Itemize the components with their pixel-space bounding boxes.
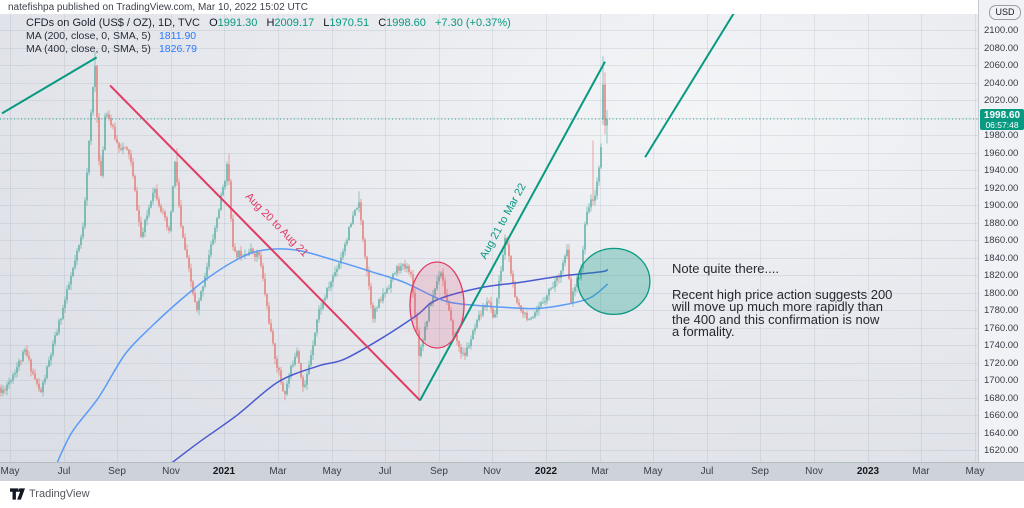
price-tick: 1620.00: [984, 445, 1019, 456]
ma400-value: 1826.79: [158, 43, 197, 55]
note-annotation[interactable]: Note quite there.... Recent high price a…: [672, 261, 893, 340]
symbol-legend: CFDs on Gold (US$ / OZ), 1D, TVC O1991.3…: [26, 17, 511, 56]
high-label: H: [266, 17, 275, 29]
price-tick: 1920.00: [984, 183, 1019, 194]
symbol-title: CFDs on Gold (US$ / OZ), 1D, TVC: [26, 17, 201, 29]
price-tick: 1940.00: [984, 165, 1019, 176]
open-label: O: [209, 17, 218, 29]
currency-button[interactable]: USD: [989, 5, 1021, 20]
price-tick: 1700.00: [984, 375, 1019, 386]
ma200-legend-row[interactable]: MA (200, close, 0, SMA, 5) 1811.90: [26, 30, 511, 43]
time-tick: Nov: [162, 466, 180, 477]
chart-background: [0, 14, 978, 462]
price-tick: 2020.00: [984, 95, 1019, 106]
price-tick: 1760.00: [984, 323, 1019, 334]
last-price-tag: 1998.60 06:57:48: [980, 109, 1024, 130]
price-tick: 1720.00: [984, 358, 1019, 369]
time-tick: Nov: [483, 466, 501, 477]
price-tick: 2040.00: [984, 78, 1019, 89]
price-tick: 2080.00: [984, 43, 1019, 54]
price-tick: 1780.00: [984, 305, 1019, 316]
highlight-ellipse-ma-cross-down[interactable]: [409, 261, 465, 349]
footer: TradingView: [0, 481, 1024, 508]
time-tick: May: [322, 466, 342, 477]
price-tick: 1680.00: [984, 393, 1019, 404]
low-label: L: [323, 17, 330, 29]
close-value: 1998.60: [386, 17, 426, 29]
low-value: 1970.51: [329, 17, 370, 29]
price-tick: 1980.00: [984, 130, 1019, 141]
highlight-ellipse-ma-cross-up[interactable]: [577, 247, 651, 316]
price-tick: 1820.00: [984, 270, 1019, 281]
price-tick: 1660.00: [984, 410, 1019, 421]
ma200-line[interactable]: [54, 248, 609, 462]
tradingview-wordmark: TradingView: [29, 488, 90, 500]
grid: [0, 14, 978, 462]
price-tick: 1960.00: [984, 148, 1019, 159]
attribution-text: natefishpa published on TradingView.com,…: [8, 2, 308, 13]
candles: [0, 52, 608, 401]
time-tick: May: [643, 466, 663, 477]
note-body: Recent high price action suggests 200 wi…: [672, 286, 893, 340]
trendline-rally-2020[interactable]: [1, 56, 98, 115]
time-tick: Nov: [805, 466, 823, 477]
tradingview-logo[interactable]: TradingView: [10, 488, 90, 500]
high-value: 2009.17: [274, 17, 315, 29]
last-price-value: 1998.60: [983, 110, 1021, 121]
price-tick: 1880.00: [984, 218, 1019, 229]
time-tick: May: [0, 466, 20, 477]
price-tick: 1640.00: [984, 428, 1019, 439]
time-tick: Sep: [430, 466, 448, 477]
time-tick: May: [965, 466, 985, 477]
close-label: C: [378, 17, 387, 29]
time-tick: Jul: [378, 466, 392, 477]
time-tick: 2021: [212, 466, 236, 477]
ma200-value: 1811.90: [158, 30, 197, 42]
bar-countdown: 06:57:48: [985, 120, 1019, 130]
price-axis[interactable]: USD 2100.002080.002060.002040.002020.002…: [978, 0, 1024, 462]
price-tick: 2100.00: [984, 25, 1019, 36]
price-tick: 2060.00: [984, 60, 1019, 71]
time-tick: Sep: [751, 466, 769, 477]
ma400-label: MA (400, close, 0, SMA, 5): [26, 43, 151, 55]
price-tick: 1740.00: [984, 340, 1019, 351]
time-tick: Mar: [269, 466, 287, 477]
time-tick: Jul: [57, 466, 71, 477]
trendline-rally-aug21-mar22[interactable]: Aug 21 to Mar 22: [419, 61, 606, 401]
time-axis[interactable]: May Jul Sep Nov 2021 Mar May Jul Sep Nov 2022 Mar Ma…: [0, 462, 1024, 482]
symbol-title-row[interactable]: CFDs on Gold (US$ / OZ), 1D, TVC O1991.3…: [26, 17, 511, 30]
price-tick: 1860.00: [984, 235, 1019, 246]
chart-plot[interactable]: Aug 20 to Aug 21 Aug 21 to Mar 22: [0, 14, 978, 462]
ma400-legend-row[interactable]: MA (400, close, 0, SMA, 5) 1826.79: [26, 43, 511, 56]
ma200-label: MA (200, close, 0, SMA, 5): [26, 30, 151, 42]
time-tick: Mar: [912, 466, 930, 477]
price-tick: 1900.00: [984, 200, 1019, 211]
time-tick: 2022: [534, 466, 558, 477]
time-tick: Sep: [108, 466, 126, 477]
time-tick: Jul: [700, 466, 714, 477]
open-value: 1991.30: [217, 17, 258, 29]
time-tick: Mar: [591, 466, 609, 477]
time-tick: 2023: [856, 466, 880, 477]
price-tick: 1840.00: [984, 253, 1019, 264]
tradingview-logo-icon: [10, 488, 25, 500]
trendline-projection-2022[interactable]: [644, 14, 735, 158]
ma400-line[interactable]: [165, 268, 609, 462]
price-tick: 1800.00: [984, 288, 1019, 299]
note-title: Note quite there....: [672, 261, 779, 276]
trendline-decline-aug20-aug21[interactable]: Aug 20 to Aug 21: [109, 84, 421, 402]
change-value: +7.30 (+0.37%): [434, 17, 511, 29]
